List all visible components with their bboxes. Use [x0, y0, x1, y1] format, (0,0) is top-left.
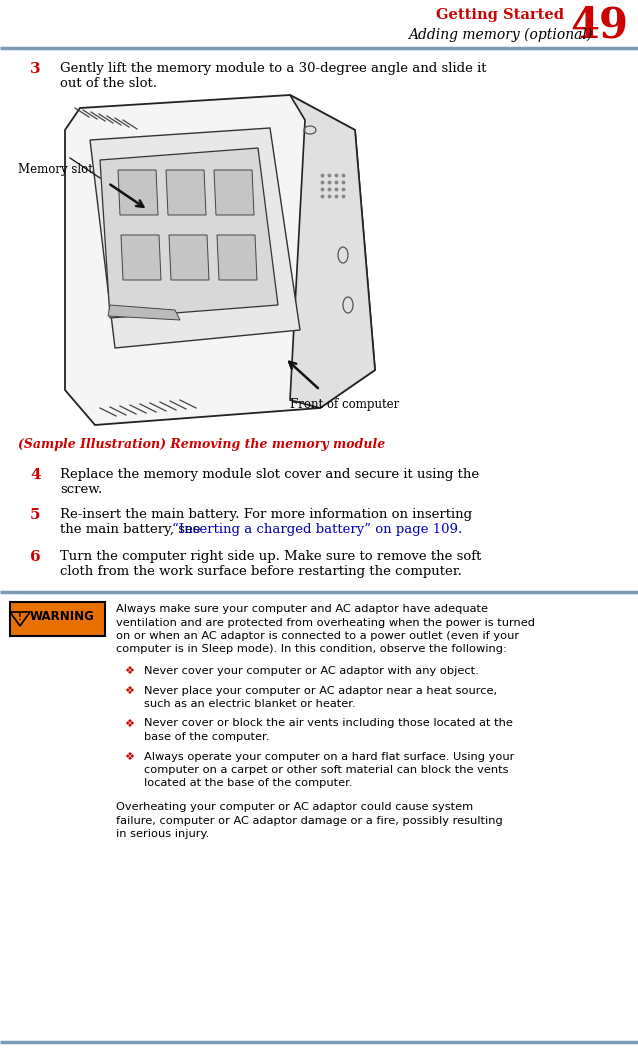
Text: computer on a carpet or other soft material can block the vents: computer on a carpet or other soft mater… — [144, 764, 508, 775]
Text: Replace the memory module slot cover and secure it using the: Replace the memory module slot cover and… — [60, 468, 479, 481]
Polygon shape — [290, 95, 375, 408]
Text: Front of computer: Front of computer — [290, 398, 399, 411]
Text: screw.: screw. — [60, 483, 102, 496]
Text: Memory slot: Memory slot — [18, 163, 93, 176]
Text: cloth from the work surface before restarting the computer.: cloth from the work surface before resta… — [60, 565, 462, 578]
Text: 5: 5 — [30, 508, 40, 522]
Text: “Inserting a charged battery” on page 109.: “Inserting a charged battery” on page 10… — [172, 523, 463, 536]
Text: Never place your computer or AC adaptor near a heat source,: Never place your computer or AC adaptor … — [144, 686, 497, 695]
Text: WARNING: WARNING — [29, 611, 94, 623]
Text: ❖: ❖ — [124, 665, 134, 676]
Polygon shape — [108, 305, 180, 320]
Text: ❖: ❖ — [124, 752, 134, 761]
Text: in serious injury.: in serious injury. — [116, 829, 209, 839]
Text: ❖: ❖ — [124, 686, 134, 695]
Text: Always make sure your computer and AC adaptor have adequate: Always make sure your computer and AC ad… — [116, 604, 488, 614]
Text: Never cover your computer or AC adaptor with any object.: Never cover your computer or AC adaptor … — [144, 665, 478, 676]
Polygon shape — [65, 95, 375, 425]
Text: 49: 49 — [570, 5, 628, 47]
Polygon shape — [166, 170, 206, 215]
Text: out of the slot.: out of the slot. — [60, 77, 157, 90]
Text: 3: 3 — [30, 62, 41, 76]
Text: base of the computer.: base of the computer. — [144, 732, 269, 742]
Polygon shape — [169, 235, 209, 280]
Text: located at the base of the computer.: located at the base of the computer. — [144, 778, 353, 789]
Polygon shape — [217, 235, 257, 280]
Text: Getting Started: Getting Started — [436, 8, 564, 22]
Text: !: ! — [18, 614, 22, 622]
Polygon shape — [10, 612, 30, 625]
Text: such as an electric blanket or heater.: such as an electric blanket or heater. — [144, 699, 355, 709]
Text: 6: 6 — [30, 550, 41, 564]
Polygon shape — [214, 170, 254, 215]
FancyBboxPatch shape — [10, 602, 105, 636]
Polygon shape — [118, 170, 158, 215]
Text: Turn the computer right side up. Make sure to remove the soft: Turn the computer right side up. Make su… — [60, 550, 482, 563]
Text: ventilation and are protected from overheating when the power is turned: ventilation and are protected from overh… — [116, 617, 535, 628]
Polygon shape — [121, 235, 161, 280]
Text: ❖: ❖ — [124, 718, 134, 729]
Text: Adding memory (optional): Adding memory (optional) — [408, 28, 592, 42]
Text: failure, computer or AC adaptor damage or a fire, possibly resulting: failure, computer or AC adaptor damage o… — [116, 815, 503, 826]
Text: 4: 4 — [30, 468, 41, 482]
Text: computer is in Sleep mode). In this condition, observe the following:: computer is in Sleep mode). In this cond… — [116, 644, 507, 655]
Text: Never cover or block the air vents including those located at the: Never cover or block the air vents inclu… — [144, 718, 513, 729]
Text: the main battery, see: the main battery, see — [60, 523, 205, 536]
Polygon shape — [100, 148, 278, 318]
Text: on or when an AC adaptor is connected to a power outlet (even if your: on or when an AC adaptor is connected to… — [116, 631, 519, 641]
Text: (Sample Illustration) Removing the memory module: (Sample Illustration) Removing the memor… — [18, 438, 385, 451]
Polygon shape — [90, 128, 300, 347]
Text: Always operate your computer on a hard flat surface. Using your: Always operate your computer on a hard f… — [144, 752, 514, 761]
Text: Gently lift the memory module to a 30-degree angle and slide it: Gently lift the memory module to a 30-de… — [60, 62, 487, 75]
Text: Re-insert the main battery. For more information on inserting: Re-insert the main battery. For more inf… — [60, 508, 472, 521]
Text: Overheating your computer or AC adaptor could cause system: Overheating your computer or AC adaptor … — [116, 802, 473, 812]
